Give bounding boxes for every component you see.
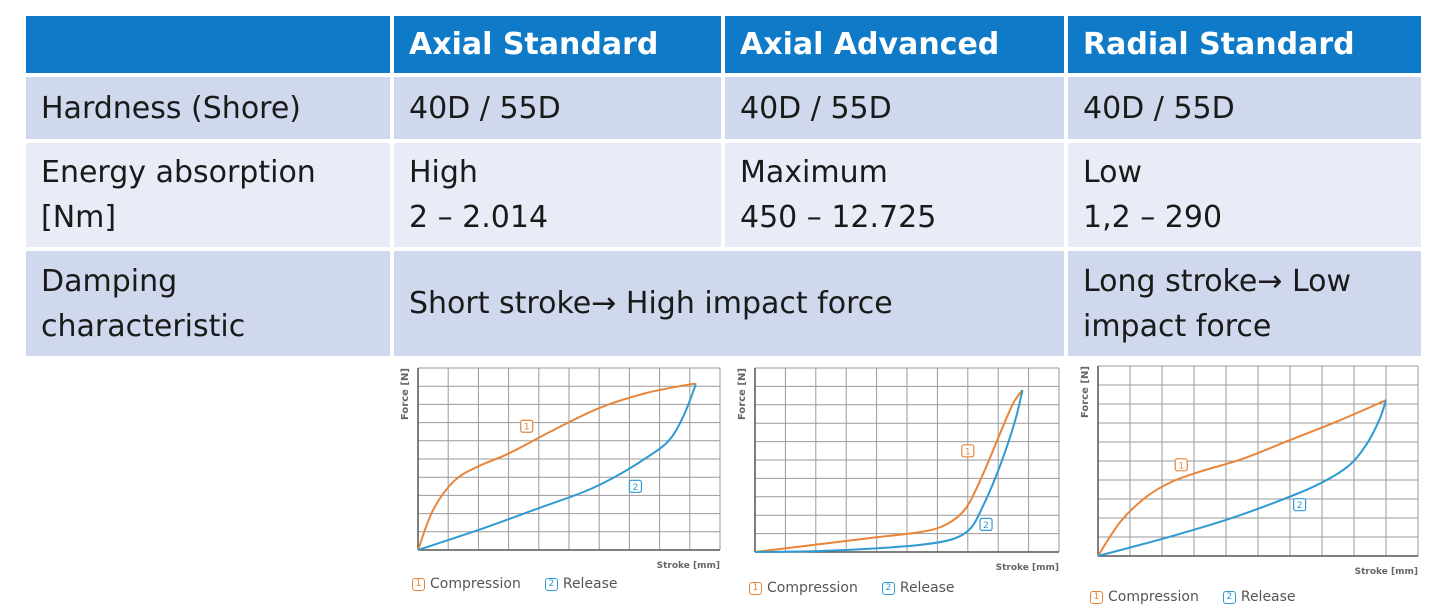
- legend-item-release: 2 Release: [1222, 589, 1296, 605]
- chart-radial-standard-svg: Force [N] Stroke [mm] 1 2: [1080, 365, 1419, 577]
- series-marker-release-icon: [979, 517, 993, 531]
- legend-label: Release: [562, 576, 618, 592]
- cell-value: Low 1,2 – 290: [1083, 155, 1223, 235]
- row-label-hardness: Hardness (Shore): [26, 77, 390, 139]
- series-marker-label: 2: [1297, 501, 1303, 511]
- row-label: Damping characteristic: [41, 263, 246, 344]
- legend-marker-release-icon: 2: [1222, 590, 1236, 604]
- row-label-damping: Damping characteristic: [26, 251, 390, 356]
- y-axis-label: Force [N]: [1080, 366, 1091, 418]
- chart-axial-advanced: Force [N] Stroke [mm] 1 2 1 Compression 2 Rel…: [735, 362, 1070, 607]
- header-axial-advanced: Axial Advanced: [725, 16, 1064, 73]
- series-marker-release-icon: [1293, 498, 1307, 512]
- x-axis-label: Stroke [mm]: [657, 561, 720, 571]
- y-axis-label: Force [N]: [400, 368, 411, 420]
- series-line-release: [754, 389, 1024, 553]
- cell-hardness-axial-standard: 40D / 55D: [394, 77, 721, 139]
- legend-item-compression: 1 Compression: [412, 576, 521, 592]
- series-marker-release-icon: [628, 479, 643, 493]
- series-marker-label: 1: [1178, 461, 1184, 471]
- legend-label: Release: [899, 580, 955, 596]
- chart-axial-standard: Force [N] Stroke [mm] 1 2 1 Compression 2 Rel…: [390, 362, 725, 607]
- header-label: Axial Standard: [409, 27, 659, 62]
- legend-marker-compression-icon: 1: [1090, 590, 1103, 604]
- series-line-release: [417, 384, 697, 551]
- legend-label: Release: [1240, 589, 1296, 605]
- series-marker-compression-icon: [1174, 458, 1188, 472]
- cell-damping-axial: Short stroke→ High impact force: [394, 251, 1064, 356]
- header-label: Radial Standard: [1083, 27, 1355, 62]
- cell-value: Short stroke→ High impact force: [409, 286, 893, 321]
- header-empty-cell: [26, 16, 390, 73]
- chart-axial-advanced-svg: Force [N] Stroke [mm] 1 2: [737, 367, 1060, 573]
- cell-energy-radial-standard: Low 1,2 – 290: [1068, 143, 1421, 247]
- row-label-energy-absorption: Energy absorption [Nm]: [26, 143, 390, 247]
- legend-label: Compression: [767, 580, 858, 596]
- cell-value: 40D / 55D: [1083, 90, 1235, 126]
- y-axis-label: Force [N]: [737, 368, 748, 420]
- series-line-release: [1097, 399, 1387, 557]
- header-radial-standard: Radial Standard: [1068, 16, 1421, 73]
- cell-value: High 2 – 2.014: [409, 155, 549, 235]
- header-axial-standard: Axial Standard: [394, 16, 721, 73]
- series-marker-label: 2: [633, 483, 639, 493]
- row-label: Energy absorption [Nm]: [41, 155, 316, 235]
- x-axis-label: Stroke [mm]: [1355, 567, 1418, 577]
- series-line-compression: [417, 382, 697, 551]
- series-marker-label: 1: [524, 423, 530, 433]
- cell-value: Long stroke→ Low impact force: [1083, 263, 1352, 344]
- cell-value: 40D / 55D: [740, 90, 892, 126]
- legend-item-release: 2 Release: [881, 580, 955, 596]
- legend-item-compression: 1 Compression: [749, 580, 858, 596]
- legend-label: Compression: [1108, 589, 1199, 605]
- chart-radial-standard: Force [N] Stroke [mm] 1 2 1 Compression 2 Rel…: [1074, 362, 1424, 611]
- chart-legend: 1 Compression 2 Release: [749, 580, 973, 596]
- cell-value: Maximum 450 – 12.725: [740, 155, 937, 235]
- chart-legend: 1 Compression 2 Release: [412, 576, 636, 592]
- comparison-table: Axial Standard Axial Advanced Radial Sta…: [26, 16, 1421, 356]
- series-marker-compression-icon: [961, 444, 975, 458]
- chart-axial-standard-svg: Force [N] Stroke [mm] 1 2: [400, 367, 721, 571]
- legend-marker-compression-icon: 1: [749, 581, 762, 595]
- cell-damping-radial: Long stroke→ Low impact force: [1068, 251, 1421, 356]
- legend-marker-release-icon: 2: [544, 577, 558, 591]
- cell-value: 40D / 55D: [409, 90, 561, 126]
- x-axis-label: Stroke [mm]: [996, 563, 1059, 573]
- cell-hardness-axial-advanced: 40D / 55D: [725, 77, 1064, 139]
- cell-hardness-radial-standard: 40D / 55D: [1068, 77, 1421, 139]
- cell-energy-axial-advanced: Maximum 450 – 12.725: [725, 143, 1064, 247]
- legend-marker-release-icon: 2: [881, 581, 895, 595]
- legend-item-release: 2 Release: [544, 576, 618, 592]
- row-label: Hardness (Shore): [41, 90, 302, 126]
- chart-legend: 1 Compression 2 Release: [1090, 589, 1314, 605]
- header-label: Axial Advanced: [740, 27, 1000, 62]
- series-marker-label: 2: [983, 521, 989, 531]
- series-line-compression: [1097, 399, 1387, 557]
- series-line-compression: [754, 389, 1024, 553]
- legend-label: Compression: [430, 576, 521, 592]
- legend-marker-compression-icon: 1: [412, 577, 425, 591]
- cell-energy-axial-standard: High 2 – 2.014: [394, 143, 721, 247]
- legend-item-compression: 1 Compression: [1090, 589, 1199, 605]
- series-marker-label: 1: [965, 447, 971, 457]
- series-marker-compression-icon: [520, 419, 534, 433]
